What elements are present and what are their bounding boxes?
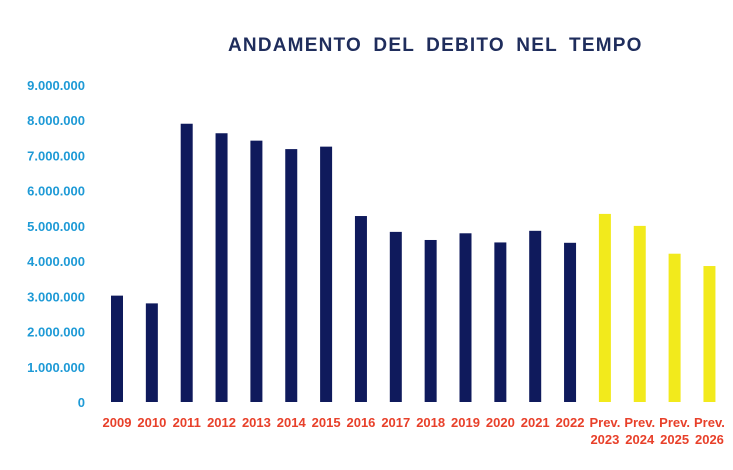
x-axis: 2009 2010 2011 2012 2013 2014 2015 2016 2017 2018… xyxy=(103,415,725,447)
bar xyxy=(564,242,577,402)
x-tick-label: 2014 xyxy=(277,415,307,430)
bar xyxy=(111,295,123,402)
x-tick-label: 2012 xyxy=(207,415,236,430)
y-tick-label: 5.000.000 xyxy=(27,219,85,234)
x-tick-label: 2022 xyxy=(556,415,585,430)
y-tick-label: 2.000.000 xyxy=(27,325,85,340)
x-tick-label: Prev. 2023 xyxy=(589,415,620,447)
bar xyxy=(459,233,472,402)
forecast-bar xyxy=(633,225,646,402)
x-tick-label: 2021 xyxy=(521,415,550,430)
bar xyxy=(354,216,367,402)
y-axis: 0 1.000.000 2.000.000 3.000.000 4.000.000 5.0… xyxy=(27,78,85,410)
chart-title: ANDAMENTO DEL DEBITO NEL TEMPO xyxy=(228,35,643,56)
x-tick-label: Prev. 2026 xyxy=(694,415,725,447)
x-tick-label: 2013 xyxy=(242,415,271,430)
y-tick-label: 4.000.000 xyxy=(27,254,85,269)
forecast-bar xyxy=(703,266,716,402)
y-tick-label: 0 xyxy=(78,395,85,410)
x-tick-label: 2020 xyxy=(486,415,515,430)
forecast-bar xyxy=(598,213,611,402)
x-tick-label: 2010 xyxy=(137,415,166,430)
y-tick-label: 6.000.000 xyxy=(27,184,85,199)
bar xyxy=(494,242,507,402)
forecast-bar xyxy=(668,253,681,402)
bar xyxy=(250,140,263,402)
bar xyxy=(285,149,298,402)
x-tick-label: 2017 xyxy=(381,415,410,430)
y-tick-label: 7.000.000 xyxy=(27,148,85,163)
bar xyxy=(389,231,402,402)
bar xyxy=(180,123,193,403)
bar xyxy=(320,146,333,402)
x-tick-label: Prev. 2024 xyxy=(624,415,655,447)
bars xyxy=(111,123,716,403)
x-tick-label: 2011 xyxy=(173,415,201,430)
x-tick-label: 2018 xyxy=(416,415,445,430)
y-tick-label: 1.000.000 xyxy=(27,360,85,375)
bar xyxy=(424,239,437,402)
bar xyxy=(215,133,228,402)
y-tick-label: 3.000.000 xyxy=(27,289,85,304)
bar xyxy=(529,230,542,402)
x-tick-label: 2009 xyxy=(103,415,132,430)
x-tick-label: 2016 xyxy=(346,415,375,430)
x-tick-label: 2019 xyxy=(451,415,480,430)
x-tick-label: Prev. 2025 xyxy=(659,415,690,447)
y-tick-label: 9.000.000 xyxy=(27,78,85,93)
y-tick-label: 8.000.000 xyxy=(27,113,85,128)
x-tick-label: 2015 xyxy=(312,415,341,430)
bar xyxy=(145,303,158,402)
